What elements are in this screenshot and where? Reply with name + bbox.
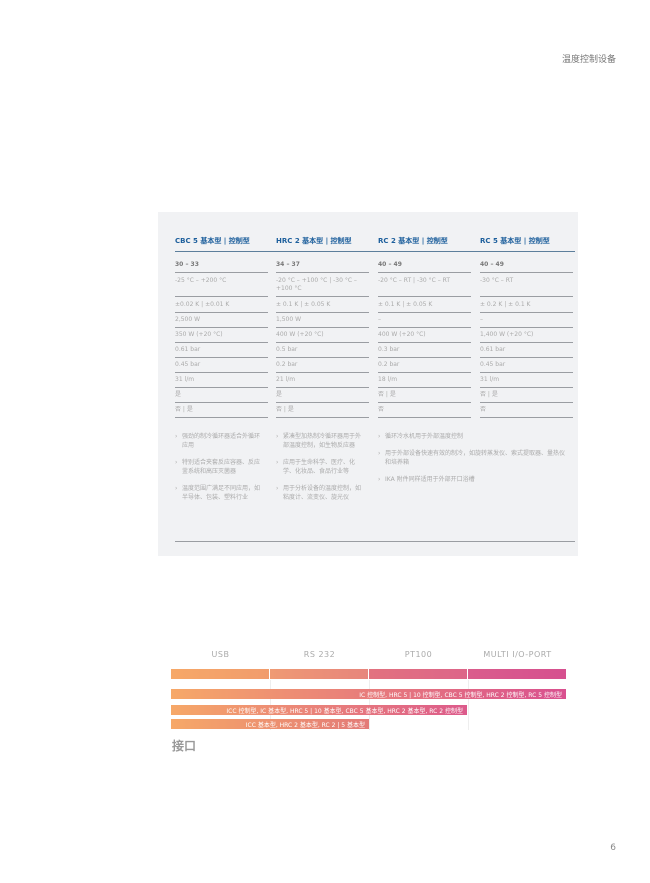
table-cell: -30 °C – RT: [480, 274, 573, 297]
feature-item: 循环冷水机用于外部温度控制: [378, 432, 568, 441]
table-cell: 40 – 49: [480, 258, 573, 273]
interface-label: PT100: [404, 650, 433, 659]
bar-label: IC 控制型, HRC 5 | 10 控制型, CBC 5 控制型, HRC 2…: [359, 692, 562, 699]
table-cell: 是: [175, 388, 268, 403]
table-cell: 34 – 37: [276, 258, 369, 273]
interface-segment: [468, 669, 566, 679]
table-cell: 否 | 是: [276, 403, 369, 418]
table-bottom-line: [175, 541, 575, 542]
table-cell: ± 0.1 K | ± 0.05 K: [378, 298, 471, 313]
running-header: 温度控制设备: [561, 55, 616, 65]
table-cell: 0.2 bar: [378, 358, 471, 373]
feature-list: 紧凑型加热制冷循环器用于外部温度控制，如生物反应器应用于生命科学、医疗、化学、化…: [276, 432, 364, 510]
table-cell: 0.61 bar: [175, 343, 268, 358]
interface-segment: [369, 669, 467, 679]
table-cell: 350 W (+20 °C): [175, 328, 268, 343]
table-cell: 2,500 W: [175, 313, 268, 328]
table-cell: 31 l/m: [175, 373, 268, 388]
interface-segment: [270, 669, 368, 679]
table-cell: -20 °C – +100 °C | -30 °C – +100 °C: [276, 274, 369, 297]
table-cell: 0.2 bar: [276, 358, 369, 373]
table-cell: 21 l/m: [276, 373, 369, 388]
table-cell: 否 | 是: [378, 388, 471, 403]
column-header: RC 5 基本型 | 控制型: [480, 237, 550, 245]
table-cell: 1,400 W (+20 °C): [480, 328, 573, 343]
column-header: CBC 5 基本型 | 控制型: [175, 237, 250, 245]
table-cell: 18 l/m: [378, 373, 471, 388]
page-number: 6: [610, 843, 616, 853]
table-cell: 400 W (+20 °C): [276, 328, 369, 343]
table-cell: 否: [378, 403, 471, 418]
table-cell: ± 0.1 K | ± 0.05 K: [276, 298, 369, 313]
feature-item: IKA 附件同样适用于外部开口浴槽: [378, 475, 568, 484]
feature-item: 紧凑型加热制冷循环器用于外部温度控制，如生物反应器: [276, 432, 364, 450]
feature-list: 强劲的制冷循环器适合外循环应用特别适合夹套反应容器、反应釜系统和高压灭菌器温度范…: [175, 432, 263, 510]
interface-bar: ICC 控制型, IC 基本型, HRC 5 | 10 基本型, CBC 5 基…: [171, 705, 467, 715]
bar-label: ICC 基本型, HRC 2 基本型, RC 2 | 5 基本型: [245, 722, 365, 729]
table-cell: ± 0.2 K | ± 0.1 K: [480, 298, 573, 313]
table-cell: -20 °C – RT | -30 °C – RT: [378, 274, 471, 297]
feature-item: 强劲的制冷循环器适合外循环应用: [175, 432, 263, 450]
interface-label: USB: [211, 650, 230, 659]
feature-item: 用于分析设备的温度控制，如粘度计、流变仪、旋光仪: [276, 484, 364, 502]
column-header: HRC 2 基本型 | 控制型: [276, 237, 352, 245]
interface-label: MULTI I/O-PORT: [483, 650, 552, 659]
table-cell: –: [378, 313, 471, 328]
table-cell: 否 | 是: [175, 403, 268, 418]
table-cell: -25 °C – +200 °C: [175, 274, 268, 297]
table-cell: 是: [276, 388, 369, 403]
table-cell: 0.45 bar: [480, 358, 573, 373]
table-cell: 0.5 bar: [276, 343, 369, 358]
table-cell: 31 l/m: [480, 373, 573, 388]
table-cell: 否 | 是: [480, 388, 573, 403]
feature-list: 循环冷水机用于外部温度控制用于外部设备快速有效的制冷，如旋转蒸发仪、索式提取器、…: [378, 432, 568, 492]
table-cell: 0.61 bar: [480, 343, 573, 358]
table-cell: 否: [480, 403, 573, 418]
interface-bar: ICC 基本型, HRC 2 基本型, RC 2 | 5 基本型: [171, 719, 369, 729]
header-divider: [175, 251, 575, 252]
table-cell: 0.45 bar: [175, 358, 268, 373]
table-cell: –: [480, 313, 573, 328]
table-cell: ±0.02 K | ±0.01 K: [175, 298, 268, 313]
feature-item: 应用于生命科学、医疗、化学、化妆品、食品行业等: [276, 458, 364, 476]
table-cell: 0.3 bar: [378, 343, 471, 358]
table-cell: 30 – 33: [175, 258, 268, 273]
table-cell: 400 W (+20 °C): [378, 328, 471, 343]
feature-item: 温度范围广满足不同应用，如半导体、包装、塑料行业: [175, 484, 263, 502]
feature-item: 特别适合夹套反应容器、反应釜系统和高压灭菌器: [175, 458, 263, 476]
interface-label: RS 232: [303, 650, 336, 659]
table-cell: 40 – 49: [378, 258, 471, 273]
feature-item: 用于外部设备快速有效的制冷，如旋转蒸发仪、索式提取器、量热仪和培养箱: [378, 449, 568, 467]
interfaces-title: 接口: [172, 739, 197, 753]
spec-table: CBC 5 基本型 | 控制型 30 – 33 -25 °C – +200 °C ±0…: [158, 212, 578, 556]
column-header: RC 2 基本型 | 控制型: [378, 237, 448, 245]
divider: [468, 680, 469, 730]
interface-segment: [171, 669, 269, 679]
table-cell: 1,500 W: [276, 313, 369, 328]
bar-label: ICC 控制型, IC 基本型, HRC 5 | 10 基本型, CBC 5 基…: [226, 708, 463, 715]
interface-bar: IC 控制型, HRC 5 | 10 控制型, CBC 5 控制型, HRC 2…: [171, 689, 566, 699]
